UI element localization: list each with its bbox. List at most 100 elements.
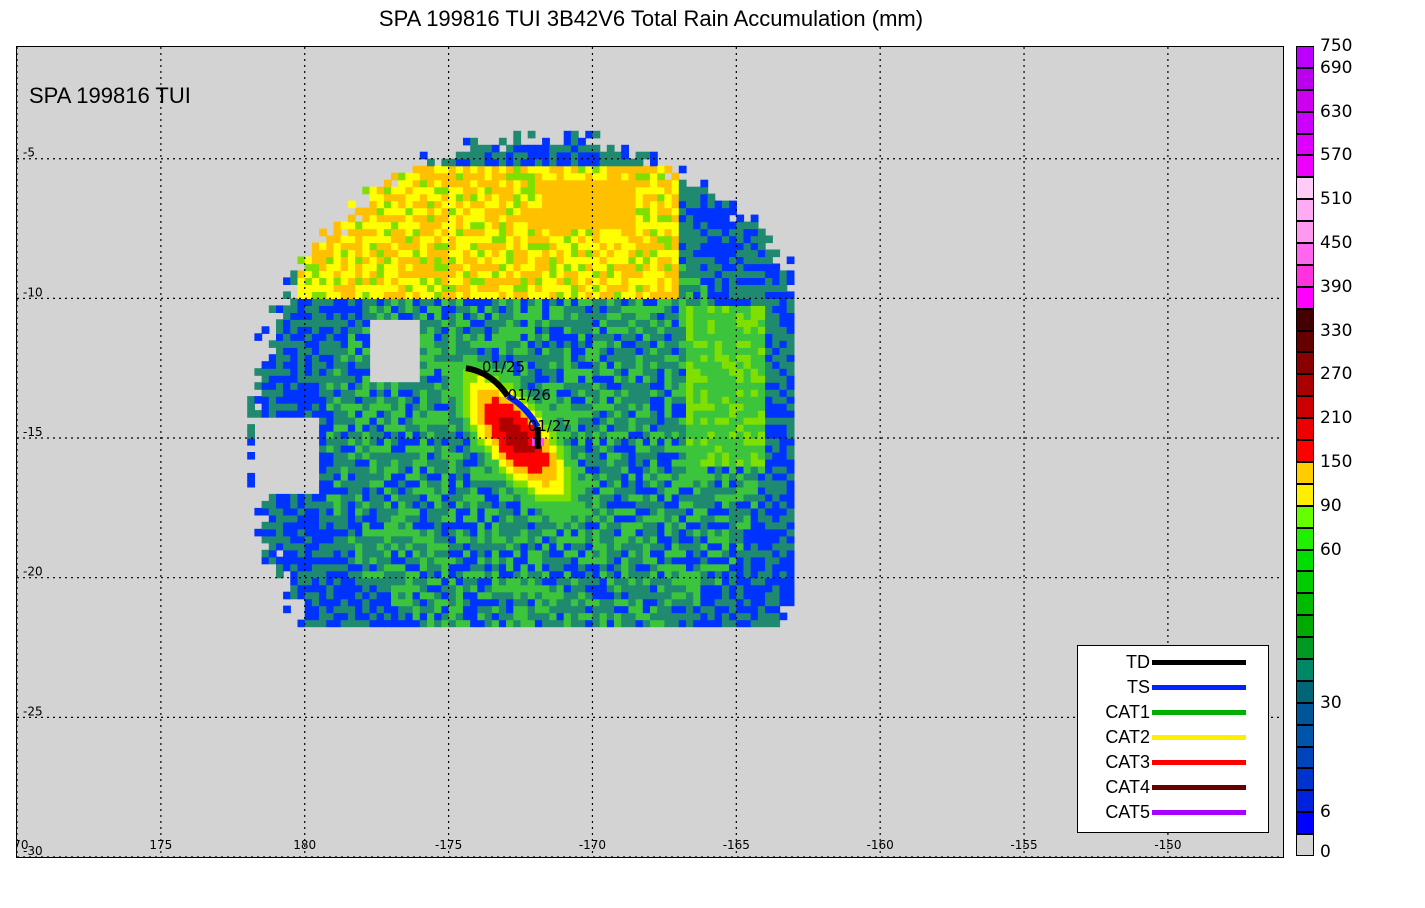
legend-swatch xyxy=(1152,660,1246,665)
colorbar-cell xyxy=(1296,199,1314,222)
legend-label: CAT1 xyxy=(1105,702,1150,722)
axis-ticks: 170 175 180 -175 -170 -165 -160 -155 -150 -5 -10 -1… xyxy=(17,146,1182,857)
colorbar-label: 6 xyxy=(1320,802,1331,823)
legend-item-cat3: CAT3 xyxy=(1078,750,1268,775)
colorbar-cell xyxy=(1296,527,1314,550)
colorbar-cell xyxy=(1296,177,1314,200)
colorbar-label: 60 xyxy=(1320,539,1342,560)
colorbar-label: 690 xyxy=(1320,57,1353,78)
colorbar-cell xyxy=(1296,834,1314,856)
lon-tick-label: -150 xyxy=(1154,838,1181,852)
rain-colorbar xyxy=(1296,46,1314,856)
map-title: SPA 199816 TUI 3B42V6 Total Rain Accumul… xyxy=(378,6,924,31)
colorbar-label: 30 xyxy=(1320,692,1342,713)
colorbar-cell xyxy=(1296,286,1314,309)
colorbar-cell xyxy=(1296,111,1314,134)
lon-tick-label: -160 xyxy=(867,838,894,852)
track-date-label: 01/27 xyxy=(528,417,571,435)
track-segment-ts xyxy=(506,393,541,429)
colorbar-label: 330 xyxy=(1320,320,1353,341)
legend-label: CAT5 xyxy=(1105,802,1150,822)
track-date-label: 01/26 xyxy=(508,386,551,404)
colorbar-cell xyxy=(1296,133,1314,156)
lon-tick-label: 170 xyxy=(17,838,28,852)
colorbar-cell xyxy=(1296,724,1314,747)
lat-tick-label: -10 xyxy=(23,285,43,299)
lat-tick-label: -5 xyxy=(23,146,35,160)
lon-tick-label: 175 xyxy=(149,838,172,852)
legend-swatch xyxy=(1152,735,1246,740)
legend-swatch xyxy=(1152,785,1246,790)
legend-item-ts: TS xyxy=(1078,675,1268,700)
legend-label: CAT2 xyxy=(1105,727,1150,747)
lon-tick-label: 180 xyxy=(293,838,316,852)
colorbar-cell xyxy=(1296,790,1314,813)
lon-tick-label: -170 xyxy=(579,838,606,852)
colorbar-cell xyxy=(1296,396,1314,419)
colorbar-cell xyxy=(1296,768,1314,791)
colorbar-cell xyxy=(1296,680,1314,703)
legend-label: TS xyxy=(1126,677,1150,697)
colorbar-cell xyxy=(1296,812,1314,835)
colorbar-label: 510 xyxy=(1320,189,1353,210)
storm-track: 01/25 01/26 01/27 xyxy=(465,358,571,449)
legend-item-cat1: CAT1 xyxy=(1078,700,1268,725)
colorbar-label: 450 xyxy=(1320,233,1353,254)
colorbar-label: 630 xyxy=(1320,101,1353,122)
colorbar-cell xyxy=(1296,89,1314,112)
track-segment-td xyxy=(465,365,511,398)
colorbar-cell xyxy=(1296,374,1314,397)
legend-swatch xyxy=(1152,710,1246,715)
lon-tick-label: -175 xyxy=(435,838,462,852)
colorbar-cell xyxy=(1296,505,1314,528)
colorbar-cell xyxy=(1296,702,1314,725)
colorbar-label: 750 xyxy=(1320,36,1353,56)
colorbar-label: 270 xyxy=(1320,364,1353,385)
colorbar-cell xyxy=(1296,264,1314,287)
colorbar-cell xyxy=(1296,593,1314,616)
legend-item-cat2: CAT2 xyxy=(1078,725,1268,750)
colorbar-label: 570 xyxy=(1320,145,1353,166)
rain-map-canvas[interactable]: 01/25 01/26 01/27 170 175 180 -175 -170 -165 -16… xyxy=(17,47,1283,857)
lon-tick-label: -165 xyxy=(723,838,750,852)
lat-tick-label: -20 xyxy=(23,565,43,579)
colorbar-cell xyxy=(1296,243,1314,265)
colorbar-label: 390 xyxy=(1320,276,1353,297)
lat-tick-label: -15 xyxy=(23,425,43,439)
intensity-legend: TD TS CAT1 CAT2 CAT3 CAT4 CAT5 xyxy=(1077,645,1269,833)
colorbar-cell xyxy=(1296,571,1314,594)
colorbar-label: 150 xyxy=(1320,451,1353,472)
storm-name-label: SPA 199816 TUI xyxy=(29,83,191,108)
lon-tick-label: -155 xyxy=(1010,838,1037,852)
legend-swatch xyxy=(1152,760,1246,765)
colorbar-cell xyxy=(1296,155,1314,178)
colorbar-cell xyxy=(1296,46,1314,68)
rain-map[interactable]: 01/25 01/26 01/27 170 175 180 -175 -170 -165 -16… xyxy=(16,46,1284,858)
colorbar-cell xyxy=(1296,308,1314,331)
legend-swatch xyxy=(1152,810,1246,815)
colorbar-cell xyxy=(1296,637,1314,659)
colorbar-cell xyxy=(1296,483,1314,506)
colorbar-cell xyxy=(1296,67,1314,90)
legend-label: CAT3 xyxy=(1105,752,1150,772)
track-date-label: 01/25 xyxy=(482,358,525,376)
colorbar-cell xyxy=(1296,221,1314,244)
legend-swatch xyxy=(1152,685,1246,690)
colorbar-cell xyxy=(1296,615,1314,638)
colorbar-cell xyxy=(1296,461,1314,484)
legend-label: CAT4 xyxy=(1105,777,1150,797)
colorbar-cell xyxy=(1296,658,1314,681)
colorbar-label: 0 xyxy=(1320,842,1331,862)
colorbar-cell xyxy=(1296,440,1314,462)
colorbar-cell xyxy=(1296,549,1314,572)
legend-item-cat5: CAT5 xyxy=(1078,800,1268,825)
colorbar-label: 210 xyxy=(1320,408,1353,429)
colorbar-cell xyxy=(1296,418,1314,441)
colorbar-cell xyxy=(1296,352,1314,375)
colorbar-cell xyxy=(1296,330,1314,353)
legend-label: TD xyxy=(1126,652,1150,672)
rain-accumulation-field xyxy=(247,130,795,628)
colorbar-label: 90 xyxy=(1320,495,1342,516)
colorbar-cell xyxy=(1296,746,1314,769)
legend-item-cat4: CAT4 xyxy=(1078,775,1268,800)
